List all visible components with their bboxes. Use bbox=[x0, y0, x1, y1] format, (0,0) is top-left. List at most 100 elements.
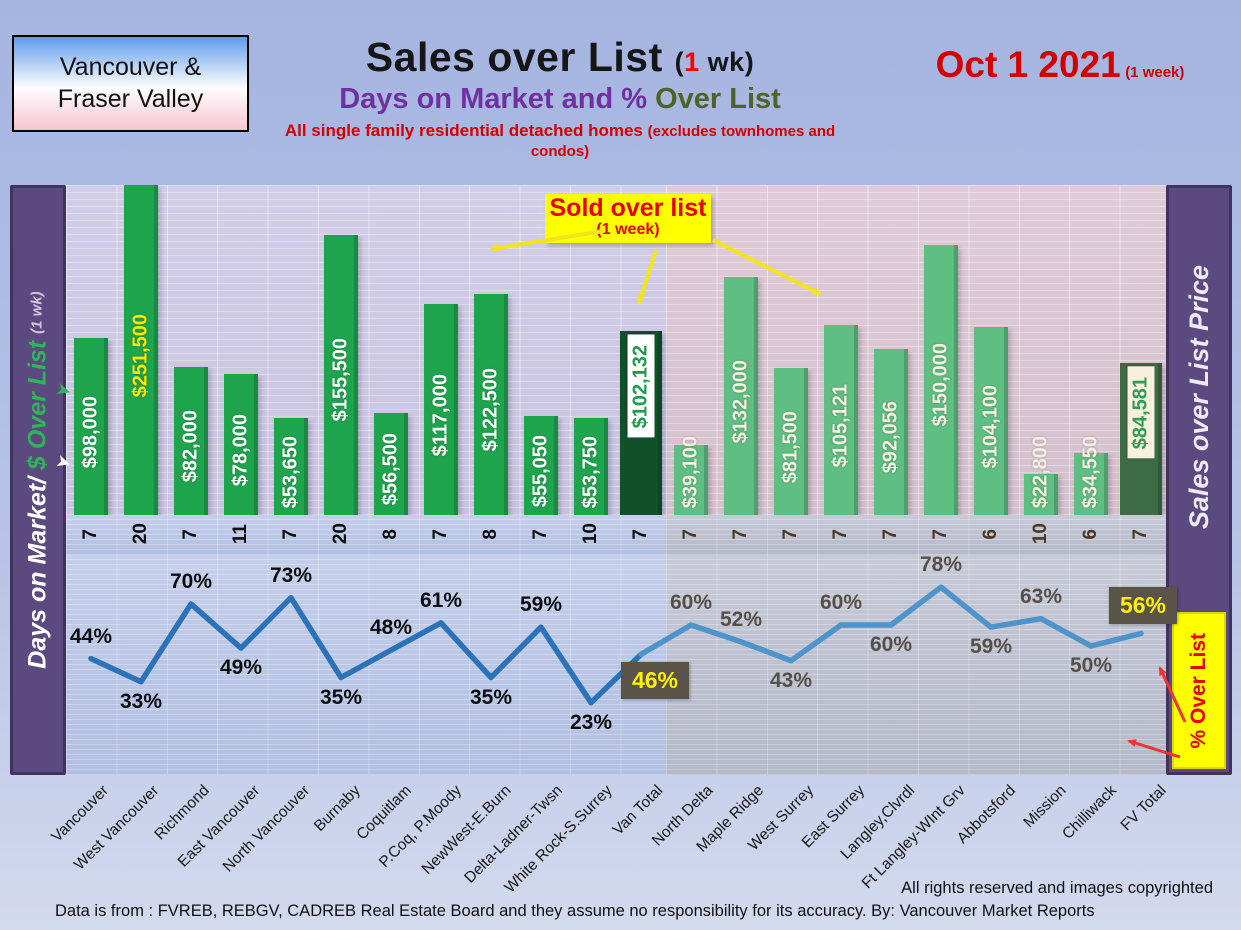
bar-value-label: $56,500 bbox=[379, 433, 402, 506]
bar-column: $122,500 bbox=[466, 185, 516, 515]
percent-over-list-label: 43% bbox=[769, 669, 812, 692]
left-axis-band: Days on Market/ $ Over List (1 wk) ➤ ➤ bbox=[10, 185, 74, 775]
copyright-note: All rights reserved and images copyright… bbox=[901, 879, 1213, 897]
bar-column: $22,800 bbox=[1016, 185, 1066, 515]
percent-over-list-label: 78% bbox=[919, 553, 962, 576]
bar-value-label: $92,056 bbox=[879, 401, 902, 474]
dollars-over-list-bar: $53,750 bbox=[574, 418, 608, 515]
bar-column: $34,550 bbox=[1066, 185, 1116, 515]
bar-value-label: $117,000 bbox=[429, 374, 452, 457]
dollars-over-list-bar: $98,000 bbox=[74, 338, 108, 515]
bar-value-label: $78,000 bbox=[229, 413, 252, 487]
region-line2: Fraser Valley bbox=[57, 84, 204, 113]
bar-column: $105,121 bbox=[816, 185, 866, 515]
dollars-over-list-bar: $155,500 bbox=[324, 234, 358, 515]
bar-value-label: $81,500 bbox=[779, 410, 802, 483]
percent-over-list-label: 33% bbox=[119, 690, 162, 713]
percent-over-list-label: 70% bbox=[169, 570, 213, 593]
fraser-valley-background bbox=[665, 515, 1166, 555]
report-date: Oct 1 2021 (1 week) bbox=[935, 44, 1185, 85]
bar-column: $104,100 bbox=[966, 185, 1016, 515]
percent-over-list-label: 50% bbox=[1069, 654, 1113, 677]
bar-column: $150,000 bbox=[916, 185, 966, 515]
dollars-over-list-bar: $102,132 bbox=[620, 330, 662, 515]
header: Sales over List (1 wk) Days on Market an… bbox=[255, 34, 865, 161]
dollars-over-list-bar: $78,000 bbox=[224, 374, 258, 515]
region-line1: Vancouver & bbox=[59, 53, 202, 82]
percent-over-list-label: 52% bbox=[719, 608, 763, 631]
bar-value-label: $34,550 bbox=[1079, 435, 1102, 508]
bar-value-label: $53,750 bbox=[579, 435, 602, 508]
bar-value-label: $53,650 bbox=[279, 435, 302, 508]
dollars-over-list-bar: $22,800 bbox=[1024, 436, 1058, 515]
percent-over-list-label: 44% bbox=[69, 625, 113, 648]
dollars-over-list-bar: $122,500 bbox=[474, 294, 508, 515]
percent-over-list-label: 35% bbox=[319, 686, 363, 709]
percent-over-list-label: 60% bbox=[869, 633, 913, 656]
bar-value-label: $84,581 bbox=[1127, 365, 1155, 458]
x-axis-labels: Vancouver West Vancouver Richmond East Vanc… bbox=[48, 782, 1170, 897]
vancouver-background bbox=[66, 515, 666, 555]
dollars-over-list-bar: $251,500 bbox=[124, 185, 158, 515]
source-note: Data is from : FVREB, REBGV, CADREB Real… bbox=[55, 902, 1095, 920]
dollars-over-list-bar: $84,581 bbox=[1120, 362, 1162, 515]
fraser-valley-background bbox=[665, 555, 1166, 775]
dollars-over-list-bar: $105,121 bbox=[824, 325, 858, 515]
right-axis-label: Sales over List Price bbox=[1183, 265, 1214, 530]
plot-area: $98,000 $251,500 $82,000 $78,000 $53,650 $155… bbox=[66, 185, 1178, 775]
page-subtitle: Days on Market and % Over List bbox=[339, 83, 781, 115]
bar-column: $81,500 bbox=[766, 185, 816, 515]
bar-column: $84,581 bbox=[1116, 185, 1166, 515]
bar-column: $55,050 bbox=[516, 185, 566, 515]
dollars-over-list-bar: $56,500 bbox=[374, 413, 408, 515]
bar-value-label: $155,500 bbox=[329, 338, 352, 422]
bar-value-label: $251,500 bbox=[129, 313, 152, 397]
bar-value-label: $105,121 bbox=[829, 383, 852, 468]
percent-over-list-line bbox=[66, 555, 1166, 775]
days-row: 7 20 7 11 7 20 8 7 8 7 10 7 7 7 7 7 7 7 6 10 6 7 bbox=[66, 515, 1166, 555]
percent-over-list-label: 59% bbox=[519, 593, 563, 616]
percent-over-list-label: 35% bbox=[469, 686, 512, 709]
bar-column: $102,132 bbox=[616, 185, 666, 515]
region-box: Vancouver & Fraser Valley bbox=[12, 35, 249, 132]
dollars-over-list-bar: $82,000 bbox=[174, 367, 208, 515]
percent-over-list-label: 61% bbox=[419, 589, 463, 612]
dollars-over-list-bar: $117,000 bbox=[424, 304, 458, 515]
bar-column: $82,000 bbox=[166, 185, 216, 515]
bar-value-label: $102,132 bbox=[627, 333, 655, 438]
dollars-over-list-bar: $92,056 bbox=[874, 349, 908, 515]
page-tagline: All single family residential detached h… bbox=[284, 121, 836, 160]
percent-over-list-label: 23% bbox=[569, 711, 612, 734]
dollars-over-list-bar: $104,100 bbox=[974, 327, 1008, 515]
percent-over-list-label: 60% bbox=[669, 591, 712, 614]
percent-over-list-label: 46% bbox=[620, 662, 690, 699]
bar-value-label: $150,000 bbox=[929, 343, 952, 427]
percent-over-list-label: 60% bbox=[819, 591, 863, 614]
bar-column: $56,500 bbox=[366, 185, 416, 515]
dollars-over-list-bar: $34,550 bbox=[1074, 436, 1108, 515]
bar-value-label: $39,100 bbox=[679, 435, 702, 508]
dollars-over-list-bar: $39,100 bbox=[674, 436, 708, 515]
chart: Days on Market/ $ Over List (1 wk) ➤ ➤ $… bbox=[10, 185, 1232, 775]
dollars-over-list-bar: $132,000 bbox=[724, 277, 758, 515]
line-area: 44% 33% 70% 49% 73% 35% 48% 61% 35% 59% 23% 46% 60% 5… bbox=[66, 553, 1178, 775]
bar-value-label: $98,000 bbox=[79, 395, 102, 469]
bar-value-label: $104,100 bbox=[979, 384, 1002, 469]
bar-value-label: $132,000 bbox=[729, 359, 752, 443]
left-axis-label: Days on Market/ $ Over List (1 wk) bbox=[23, 291, 52, 669]
dollars-over-list-bar: $81,500 bbox=[774, 368, 808, 515]
percent-over-list-label: 56% bbox=[1108, 587, 1178, 624]
bar-value-label: $122,500 bbox=[479, 368, 502, 452]
page-title: Sales over List (1 wk) bbox=[365, 34, 755, 80]
bar-value-label: $55,050 bbox=[529, 434, 552, 507]
percent-over-list-label: 49% bbox=[219, 656, 262, 679]
sold-over-list-callout: Sold over list (1 week) bbox=[545, 194, 711, 244]
bar-column: $155,500 bbox=[316, 185, 366, 515]
bar-value-label: $22,800 bbox=[1029, 435, 1052, 508]
right-axis-band: Sales over List Price % Over List bbox=[1166, 185, 1232, 775]
percent-over-list-label: 63% bbox=[1019, 585, 1062, 608]
title-week-note: (1 wk) bbox=[674, 47, 755, 77]
bar-column: $132,000 bbox=[716, 185, 766, 515]
percent-over-list-label: 48% bbox=[369, 616, 412, 639]
dollars-over-list-bar: $55,050 bbox=[524, 415, 558, 515]
